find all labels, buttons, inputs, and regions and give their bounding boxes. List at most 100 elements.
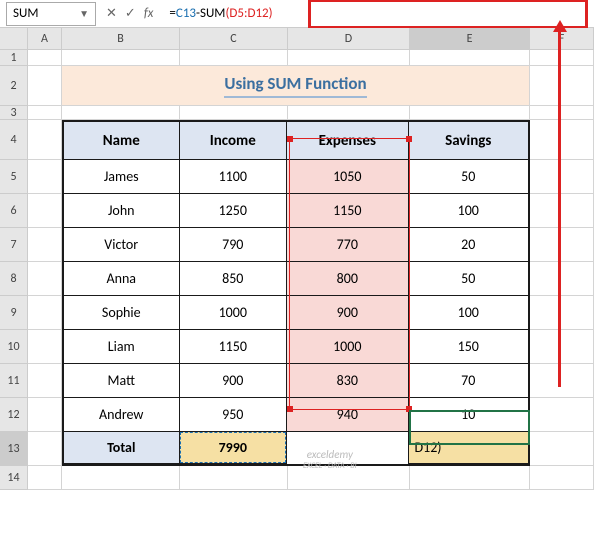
data-income[interactable]: 1000 (180, 296, 288, 330)
cell[interactable] (28, 50, 62, 66)
row-header-13[interactable]: 13 (0, 432, 28, 466)
data-name[interactable]: Liam (64, 330, 180, 364)
cell[interactable] (530, 296, 594, 330)
row-header-9[interactable]: 9 (0, 296, 28, 330)
cell[interactable] (62, 106, 180, 120)
cell[interactable] (530, 330, 594, 364)
cell[interactable] (530, 66, 594, 106)
cell[interactable] (288, 50, 410, 66)
cell[interactable] (28, 228, 62, 262)
cell[interactable] (28, 120, 62, 160)
col-header-e[interactable]: E (410, 28, 530, 49)
row-header-7[interactable]: 7 (0, 228, 28, 262)
data-name[interactable]: Victor (64, 228, 180, 262)
col-header-b[interactable]: B (62, 28, 180, 49)
data-name[interactable]: James (64, 160, 180, 194)
cell[interactable] (180, 106, 288, 120)
cell[interactable] (28, 194, 62, 228)
cell[interactable] (530, 432, 594, 466)
data-income[interactable]: 790 (180, 228, 288, 262)
cancel-icon[interactable]: ✕ (106, 6, 117, 21)
data-savings[interactable]: 50 (409, 262, 528, 296)
data-name[interactable]: Andrew (64, 398, 180, 432)
data-savings[interactable]: 100 (409, 296, 528, 330)
cell[interactable] (530, 120, 594, 160)
fx-icon[interactable]: fx (144, 6, 154, 21)
data-savings[interactable]: 100 (409, 194, 528, 228)
row-header-1[interactable]: 1 (0, 50, 28, 66)
data-income[interactable]: 1150 (180, 330, 288, 364)
data-name[interactable]: Matt (64, 364, 180, 398)
cell[interactable] (410, 50, 530, 66)
col-header-c[interactable]: C (180, 28, 288, 49)
cell[interactable] (28, 160, 62, 194)
enter-icon[interactable]: ✓ (125, 6, 136, 21)
row-header-3[interactable]: 3 (0, 106, 28, 120)
cell[interactable] (530, 106, 594, 120)
cell[interactable] (62, 466, 180, 490)
total-income[interactable]: 7990 (180, 432, 288, 464)
cell[interactable] (28, 330, 62, 364)
name-box[interactable]: SUM ▼ (6, 2, 96, 26)
cell[interactable] (180, 466, 288, 490)
cell[interactable] (410, 466, 530, 490)
row-header-11[interactable]: 11 (0, 364, 28, 398)
cell[interactable] (288, 106, 410, 120)
data-savings[interactable]: 70 (409, 364, 528, 398)
col-header-a[interactable]: A (28, 28, 62, 49)
data-expenses[interactable]: 830 (287, 364, 408, 398)
header-savings[interactable]: Savings (409, 122, 528, 160)
row-header-12[interactable]: 12 (0, 398, 28, 432)
data-expenses[interactable]: 800 (287, 262, 408, 296)
total-savings-editing[interactable]: D12) (409, 432, 529, 464)
cell[interactable] (28, 296, 62, 330)
data-name[interactable]: Anna (64, 262, 180, 296)
data-savings[interactable]: 50 (409, 160, 528, 194)
cell[interactable] (28, 106, 62, 120)
total-label[interactable]: Total (64, 432, 180, 464)
data-savings[interactable]: 150 (409, 330, 528, 364)
data-income[interactable]: 1250 (180, 194, 288, 228)
row-header-6[interactable]: 6 (0, 194, 28, 228)
header-income[interactable]: Income (180, 122, 288, 160)
cell[interactable] (530, 50, 594, 66)
data-expenses[interactable]: 1050 (287, 160, 408, 194)
cell[interactable] (28, 364, 62, 398)
cell[interactable] (28, 262, 62, 296)
data-savings[interactable]: 20 (409, 228, 528, 262)
cell[interactable] (410, 106, 530, 120)
formula-input[interactable]: =C13-SUM(D5:D12) (163, 2, 594, 26)
cell[interactable] (530, 466, 594, 490)
data-income[interactable]: 950 (180, 398, 288, 432)
cell[interactable] (530, 194, 594, 228)
cell[interactable] (28, 66, 62, 106)
header-expenses[interactable]: Expenses (287, 122, 408, 160)
data-income[interactable]: 1100 (180, 160, 288, 194)
data-income[interactable]: 900 (180, 364, 288, 398)
data-expenses[interactable]: 940 (287, 398, 408, 432)
header-name[interactable]: Name (64, 122, 180, 160)
cell[interactable] (530, 262, 594, 296)
cell[interactable] (530, 364, 594, 398)
row-header-5[interactable]: 5 (0, 160, 28, 194)
select-all-corner[interactable] (0, 28, 28, 49)
row-header-14[interactable]: 14 (0, 466, 28, 490)
data-expenses[interactable]: 900 (287, 296, 408, 330)
title-cell[interactable]: Using SUM Function (62, 66, 530, 106)
data-expenses[interactable]: 1150 (287, 194, 408, 228)
col-header-d[interactable]: D (288, 28, 410, 49)
row-header-2[interactable]: 2 (0, 66, 28, 106)
cell[interactable] (180, 50, 288, 66)
chevron-down-icon[interactable]: ▼ (79, 7, 89, 20)
row-header-10[interactable]: 10 (0, 330, 28, 364)
row-header-8[interactable]: 8 (0, 262, 28, 296)
cell[interactable] (530, 228, 594, 262)
cell[interactable] (62, 50, 180, 66)
data-name[interactable]: John (64, 194, 180, 228)
data-expenses[interactable]: 770 (287, 228, 408, 262)
cell[interactable] (28, 466, 62, 490)
cell[interactable] (530, 160, 594, 194)
data-expenses[interactable]: 1000 (287, 330, 408, 364)
row-header-4[interactable]: 4 (0, 120, 28, 160)
data-savings[interactable]: 10 (409, 398, 528, 432)
